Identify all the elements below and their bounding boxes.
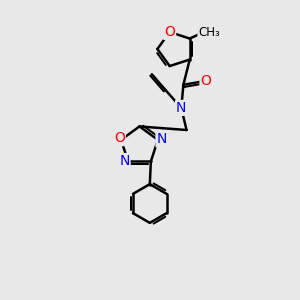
Text: N: N xyxy=(157,132,167,146)
Text: O: O xyxy=(164,25,175,39)
Text: O: O xyxy=(114,131,125,145)
Text: O: O xyxy=(200,74,211,88)
Text: N: N xyxy=(176,101,187,115)
Text: N: N xyxy=(119,154,130,168)
Text: CH₃: CH₃ xyxy=(198,26,220,39)
